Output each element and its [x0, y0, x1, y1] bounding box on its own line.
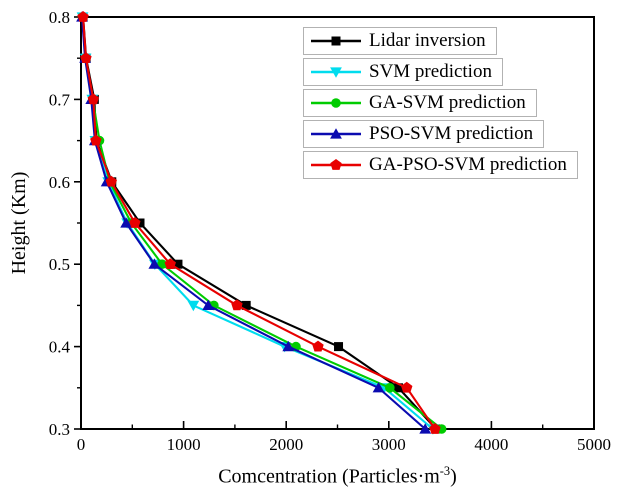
- x-tick-label: 5000: [577, 435, 611, 454]
- y-tick-label: 0.3: [49, 420, 70, 439]
- legend-label: Lidar inversion: [369, 29, 486, 51]
- legend: Lidar inversion SVM prediction GA-SVM pred…: [303, 27, 578, 179]
- x-axis-title-close: ): [450, 465, 457, 488]
- legend-item-ga-svm-prediction: GA-SVM prediction: [303, 89, 537, 117]
- legend-item-ga-pso-svm-prediction: GA-PSO-SVM prediction: [303, 151, 578, 179]
- legend-label: GA-SVM prediction: [369, 91, 526, 113]
- y-tick-label: 0.7: [49, 90, 71, 109]
- x-tick-label: 4000: [474, 435, 508, 454]
- legend-item-svm-prediction: SVM prediction: [303, 58, 503, 86]
- y-axis-title: Height (Km): [8, 171, 30, 275]
- legend-label: GA-PSO-SVM prediction: [369, 153, 567, 175]
- plot-frame: [80, 16, 595, 430]
- triangle-down-marker-icon: [311, 67, 361, 78]
- x-axis-title-superscript: -3: [439, 464, 451, 478]
- y-tick-label: 0.6: [49, 173, 70, 192]
- x-tick-label: 3000: [372, 435, 406, 454]
- x-axis-title: Comcentration (Particles·m-3): [81, 464, 594, 489]
- circle-marker-icon: [311, 98, 361, 108]
- y-tick-label: 0.5: [49, 255, 70, 274]
- x-tick-label: 1000: [167, 435, 201, 454]
- square-marker-icon: [311, 36, 361, 46]
- legend-label: SVM prediction: [369, 60, 492, 82]
- pentagon-marker-icon: [311, 159, 361, 170]
- y-axis: 0.3 0.4 0.5 0.6 0.7 0.8: [49, 8, 81, 439]
- legend-label: PSO-SVM prediction: [369, 122, 534, 144]
- y-tick-label: 0.8: [49, 8, 70, 27]
- x-axis-title-main: Comcentration (Particles·m: [218, 465, 440, 488]
- legend-item-lidar-inversion: Lidar inversion: [303, 27, 497, 55]
- x-tick-label: 2000: [269, 435, 303, 454]
- triangle-up-marker-icon: [311, 128, 361, 139]
- y-tick-label: 0.4: [49, 338, 71, 357]
- x-tick-label: 0: [77, 435, 86, 454]
- legend-item-pso-svm-prediction: PSO-SVM prediction: [303, 120, 545, 148]
- x-axis: 0 1000 2000 3000 4000 5000: [77, 421, 611, 454]
- series-ga-pso-svm-prediction: [77, 11, 441, 434]
